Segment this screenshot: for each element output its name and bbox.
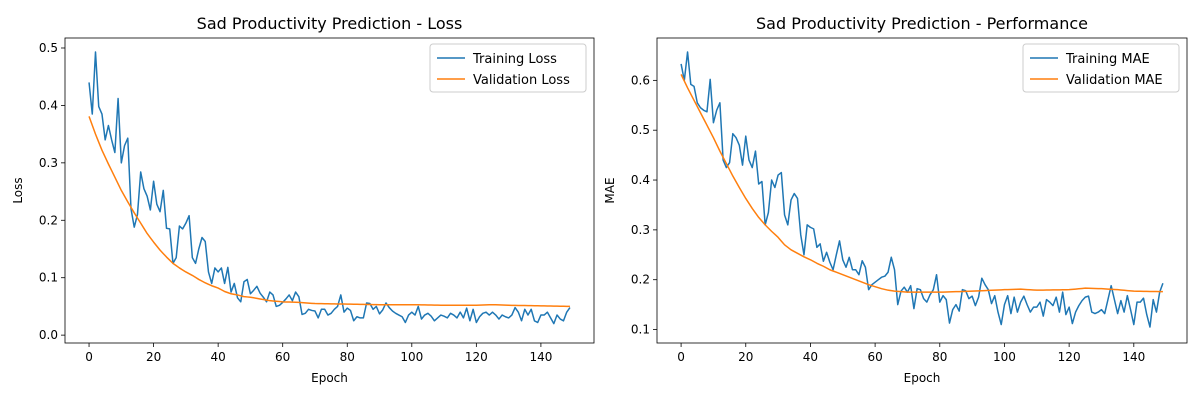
loss-chart: 0 20 40 60 80 100 120 140 0.0 0.1 0.2 0.3 0.4 0.5 Sad … — [11, 14, 595, 385]
x-axis-label: Epoch — [311, 371, 348, 385]
y-axis-label: Loss — [11, 177, 25, 203]
chart-title: Sad Productivity Prediction - Loss — [197, 14, 463, 33]
series-line-training-mae — [680, 51, 1164, 328]
y-tick-label: 0.4 — [631, 173, 650, 187]
plot-area-frame — [656, 37, 1188, 344]
x-tick-label: 140 — [1122, 350, 1145, 364]
y-tick-label: 0.5 — [39, 41, 58, 55]
performance-chart: 0 20 40 60 80 100 120 140 0.1 0.2 0.3 0.4 0.5 0.6 Sad … — [603, 14, 1188, 385]
x-axis-label: Epoch — [904, 371, 941, 385]
y-axis-label: MAE — [603, 177, 617, 203]
series-line-validation-loss — [88, 116, 570, 308]
x-tick-label: 80 — [340, 350, 355, 364]
y-tick-label: 0.5 — [631, 123, 650, 137]
legend-entry: Training MAE — [1065, 52, 1150, 67]
legend-frame — [1022, 43, 1180, 93]
legend: Training Loss Validation Loss — [429, 43, 587, 93]
y-tick-label: 0.2 — [39, 213, 58, 227]
y-tick-label: 0.0 — [39, 328, 58, 342]
x-tick-label: 100 — [993, 350, 1016, 364]
x-tick-label: 100 — [400, 350, 423, 364]
x-tick-label: 40 — [803, 350, 818, 364]
x-tick-label: 60 — [275, 350, 290, 364]
legend-entry: Validation MAE — [1066, 73, 1163, 88]
y-tick-label: 0.1 — [39, 271, 58, 285]
x-tick-label: 60 — [867, 350, 882, 364]
plot-area-frame — [64, 37, 595, 344]
y-tick-label: 0.3 — [39, 156, 58, 170]
y-tick-label: 0.3 — [631, 223, 650, 237]
y-tick-label: 0.4 — [39, 98, 58, 112]
legend-frame — [429, 43, 587, 93]
legend-entry: Training Loss — [472, 52, 557, 67]
y-tick-label: 0.6 — [631, 73, 650, 87]
series-line-validation-mae — [680, 74, 1163, 293]
chart-title: Sad Productivity Prediction - Performanc… — [756, 14, 1088, 33]
x-tick-label: 120 — [1058, 350, 1081, 364]
x-tick-label: 140 — [529, 350, 552, 364]
x-tick-label: 20 — [738, 350, 753, 364]
legend-entry: Validation Loss — [473, 73, 570, 88]
x-tick-label: 120 — [465, 350, 488, 364]
x-tick-label: 0 — [85, 350, 93, 364]
x-tick-label: 40 — [211, 350, 226, 364]
y-tick-label: 0.1 — [631, 323, 650, 337]
x-tick-label: 80 — [932, 350, 947, 364]
x-tick-label: 20 — [146, 350, 161, 364]
series-line-training-loss — [88, 51, 571, 325]
y-tick-label: 0.2 — [631, 273, 650, 287]
legend: Training MAE Validation MAE — [1022, 43, 1180, 93]
x-tick-label: 0 — [677, 350, 685, 364]
